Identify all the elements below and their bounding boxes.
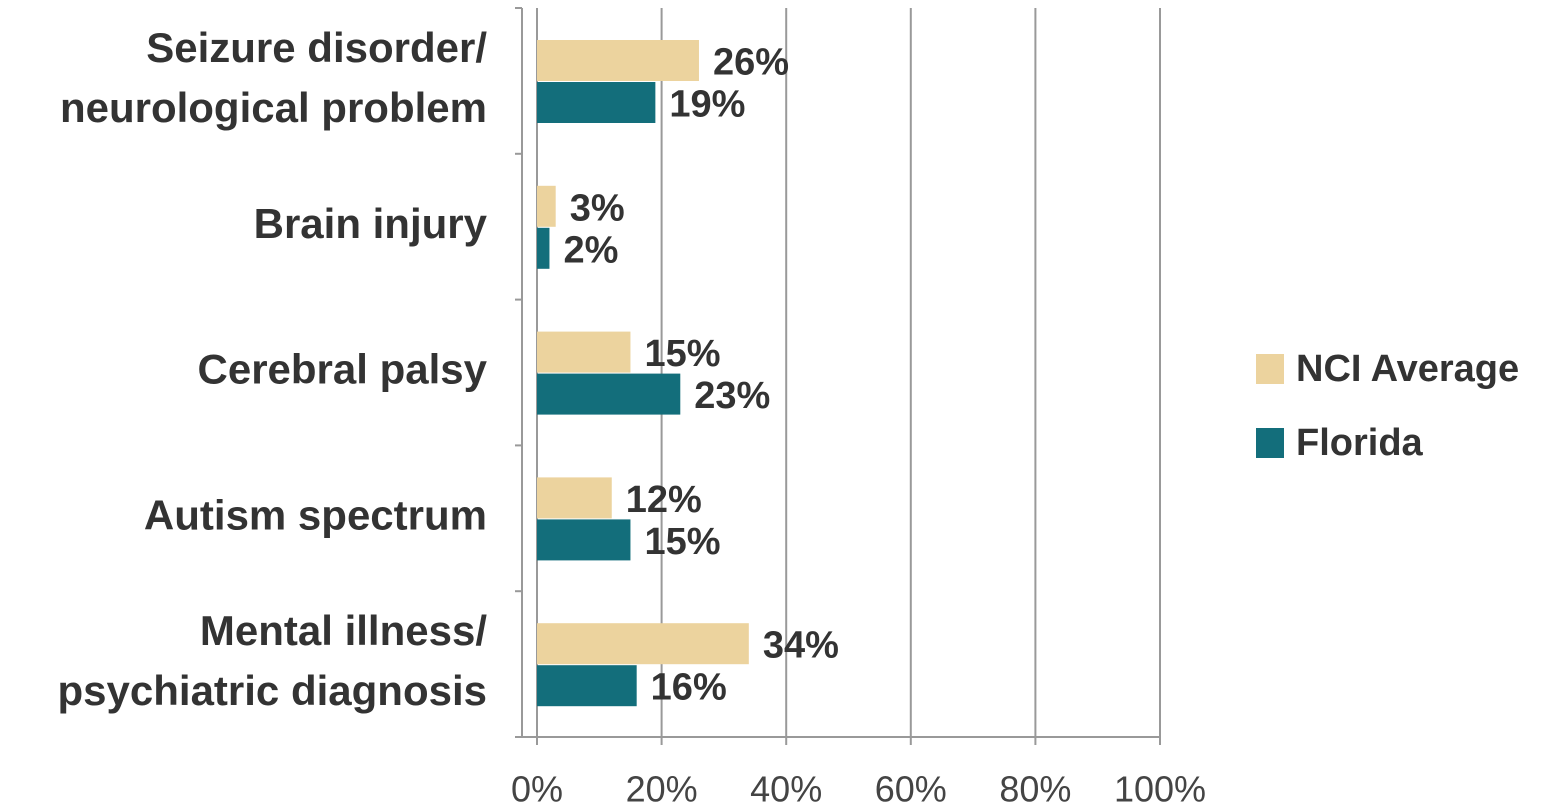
bar bbox=[537, 227, 550, 269]
data-label: 3% bbox=[570, 187, 625, 229]
bar bbox=[537, 331, 631, 373]
bar bbox=[537, 40, 699, 81]
data-label: 2% bbox=[563, 229, 618, 271]
bar bbox=[537, 519, 631, 561]
data-label: 15% bbox=[644, 333, 720, 375]
data-label: 16% bbox=[651, 667, 727, 709]
x-tick-label: 40% bbox=[750, 769, 822, 809]
y-tick-label: Brain injury bbox=[254, 200, 488, 247]
y-tick-label: Cerebral palsy bbox=[198, 346, 488, 393]
legend-swatch bbox=[1256, 428, 1284, 458]
data-label: 26% bbox=[713, 42, 789, 84]
bar bbox=[537, 82, 656, 123]
y-tick-label: psychiatric diagnosis bbox=[58, 667, 487, 714]
bar bbox=[537, 185, 556, 227]
data-label: 34% bbox=[763, 625, 839, 667]
x-tick-label: 100% bbox=[1114, 769, 1206, 809]
y-tick-label: neurological problem bbox=[60, 84, 487, 131]
data-label: 19% bbox=[669, 84, 745, 126]
bar bbox=[537, 623, 749, 665]
data-label: 15% bbox=[644, 521, 720, 563]
x-tick-label: 80% bbox=[999, 769, 1071, 809]
x-tick-label: 0% bbox=[511, 769, 563, 809]
legend-label: Florida bbox=[1296, 422, 1424, 464]
bar bbox=[537, 373, 681, 415]
data-label: 23% bbox=[694, 375, 770, 417]
legend-label: NCI Average bbox=[1296, 348, 1519, 390]
bar bbox=[537, 665, 637, 707]
x-tick-label: 20% bbox=[626, 769, 698, 809]
y-tick-label: Mental illness/ bbox=[200, 607, 487, 654]
bar bbox=[537, 477, 612, 519]
x-tick-label: 60% bbox=[875, 769, 947, 809]
legend-swatch bbox=[1256, 354, 1284, 384]
y-tick-label: Autism spectrum bbox=[144, 491, 487, 538]
y-tick-label: Seizure disorder/ bbox=[146, 24, 487, 71]
data-label: 12% bbox=[626, 479, 702, 521]
